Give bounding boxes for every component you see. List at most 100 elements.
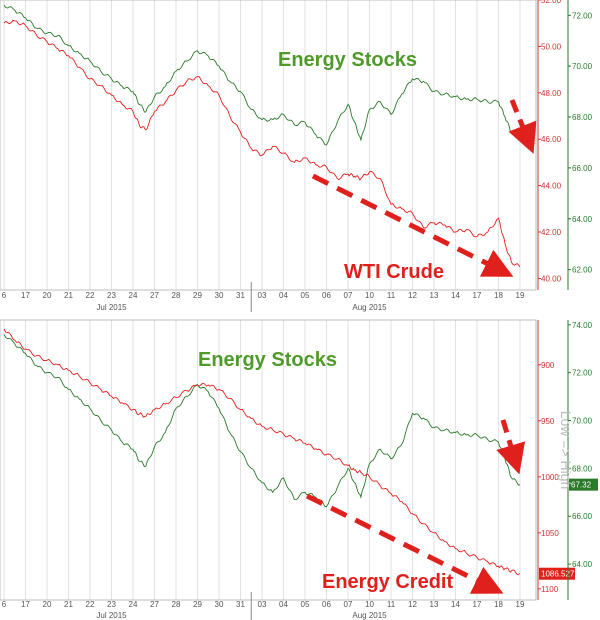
bottom-left-tick-label: 900 [541,361,555,370]
bottom-energy-credit-label: Energy Credit [322,571,453,593]
bottom-x-tick-label: 17 [21,600,30,609]
top-month-label: Jul 2015 [96,303,127,312]
bottom-x-tick-label: 05 [301,600,310,609]
top-x-tick-label: 06 [322,291,331,300]
top-left-tick-label: 52.00 [541,0,562,5]
bottom-series [3,328,521,575]
bottom-x-tick-label: 23 [107,600,116,609]
bottom-x-tick-label: 19 [516,600,525,609]
bottom-last-value-tag [539,567,575,580]
top-x-tick-label: 04 [279,291,288,300]
bottom-chart-panel: 900 950 1000 1050 1100 1086.527 74.00 72.00 70.… [0,319,598,620]
top-x-tick-label: 07 [344,291,353,300]
bottom-left-tick-label: 1000 [541,473,559,482]
top-grid [3,0,521,290]
top-x-tick-label: 24 [129,291,138,300]
bottom-x-tick-label: 27 [150,600,159,609]
top-x-tick-label: 03 [258,291,267,300]
top-x-tick-label: 21 [64,291,73,300]
top-right-tick-label: 64.00 [572,215,593,224]
top-right-tick-label: 66.00 [572,164,593,173]
bottom-series-line-stocks [3,334,521,508]
bottom-x-tick-label: 12 [408,600,417,609]
top-x-tick-label: 18 [494,291,503,300]
bottom-last-value-text: 67.32 [571,481,592,490]
bottom-left-tick-label: 1100 [541,585,559,594]
top-x-tick-label: 29 [193,291,202,300]
bottom-x-tick-label: 20 [43,600,52,609]
bottom-x-tick-label: 03 [258,600,267,609]
credit-axis-direction-label: Low => High [558,411,574,490]
top-x-tick-label: 31 [236,291,245,300]
bottom-right-tick-label: 68.00 [572,464,593,473]
top-left-tick-label: 42.00 [541,228,562,237]
top-x-tick-label: 10 [365,291,374,300]
top-right-tick-label: 62.00 [572,266,593,275]
bottom-x-tick-label: 06 [322,600,331,609]
top-series-line-stocks [3,4,521,146]
bottom-plot-frame [0,319,537,601]
bottom-x-tick-label: 17 [473,600,482,609]
bottom-left-axis: 900 950 1000 1050 1100 1086.527 [537,320,575,600]
top-crude-trend-arrow [311,173,514,277]
top-left-tick-label: 44.00 [541,182,562,191]
bottom-x-tick-label: 11 [387,600,396,609]
bottom-x-tick-label: 07 [344,600,353,609]
bottom-energy-stocks-label: Energy Stocks [198,349,337,371]
top-right-axis: 72.00 70.00 68.00 66.00 64.00 62.00 [567,0,593,290]
bottom-x-tick-label: 21 [64,600,73,609]
bottom-left-tick-label: 1050 [541,529,559,538]
top-right-tick-label: 72.00 [572,11,593,20]
bottom-x-tick-label: 22 [86,600,95,609]
bottom-right-axis: 74.00 72.00 70.00 68.00 66.00 64.00 67.32 [567,320,598,600]
bottom-right-tick-label: 64.00 [572,560,593,569]
top-x-tick-label: 12 [408,291,417,300]
top-left-tick-label: 48.00 [541,89,562,98]
top-right-tick-label: 68.00 [572,113,593,122]
top-x-tick-label: 17 [21,291,30,300]
top-x-tick-label: 6 [2,291,7,300]
top-x-tick-label: 19 [516,291,525,300]
bottom-last-value-tag [569,478,598,491]
top-x-tick-label: 05 [301,291,310,300]
top-left-tick-label: 40.00 [541,274,562,283]
top-series-line-crude [3,19,521,268]
bottom-series-line-credit [3,328,521,575]
top-x-tick-label: 11 [387,291,396,300]
top-x-axis: 6 17 20 21 22 23 24 27 28 29 30 31 03 04 05 06 07 10 11 12 1… [2,282,525,312]
top-x-tick-label: 27 [150,291,159,300]
top-left-tick-label: 50.00 [541,42,562,51]
bottom-stocks-drop-arrow [496,419,526,475]
bottom-x-tick-label: 10 [365,600,374,609]
bottom-x-tick-label: 24 [129,600,138,609]
bottom-credit-trend-arrow [305,493,504,594]
bottom-right-tick-label: 74.00 [572,321,593,330]
bottom-x-tick-label: 18 [494,600,503,609]
top-energy-stocks-label: Energy Stocks [278,49,417,71]
bottom-x-tick-label: 6 [2,600,7,609]
top-wti-crude-label: WTI Crude [344,261,444,283]
top-x-tick-label: 14 [451,291,460,300]
top-x-tick-label: 13 [430,291,439,300]
top-x-tick-label: 30 [215,291,224,300]
top-x-tick-label: 20 [43,291,52,300]
bottom-last-value-text: 1086.527 [541,570,575,579]
top-x-tick-label: 17 [473,291,482,300]
top-left-axis: 52.00 50.00 48.00 46.00 44.00 42.00 40.00 [537,0,562,290]
bottom-right-tick-label: 70.00 [572,417,593,426]
bottom-x-tick-label: 13 [430,600,439,609]
bottom-x-tick-label: 04 [279,600,288,609]
bottom-x-tick-label: 30 [215,600,224,609]
top-left-tick-label: 46.00 [541,135,562,144]
top-x-tick-label: 23 [107,291,116,300]
bottom-right-tick-label: 72.00 [572,369,593,378]
bottom-x-tick-label: 31 [236,600,245,609]
bottom-right-tick-label: 66.00 [572,512,593,521]
bottom-x-tick-label: 29 [193,600,202,609]
top-stocks-drop-arrow [508,99,537,154]
bottom-x-tick-label: 14 [451,600,460,609]
bottom-grid [3,320,521,600]
top-x-tick-label: 28 [172,291,181,300]
top-right-tick-label: 70.00 [572,62,593,71]
